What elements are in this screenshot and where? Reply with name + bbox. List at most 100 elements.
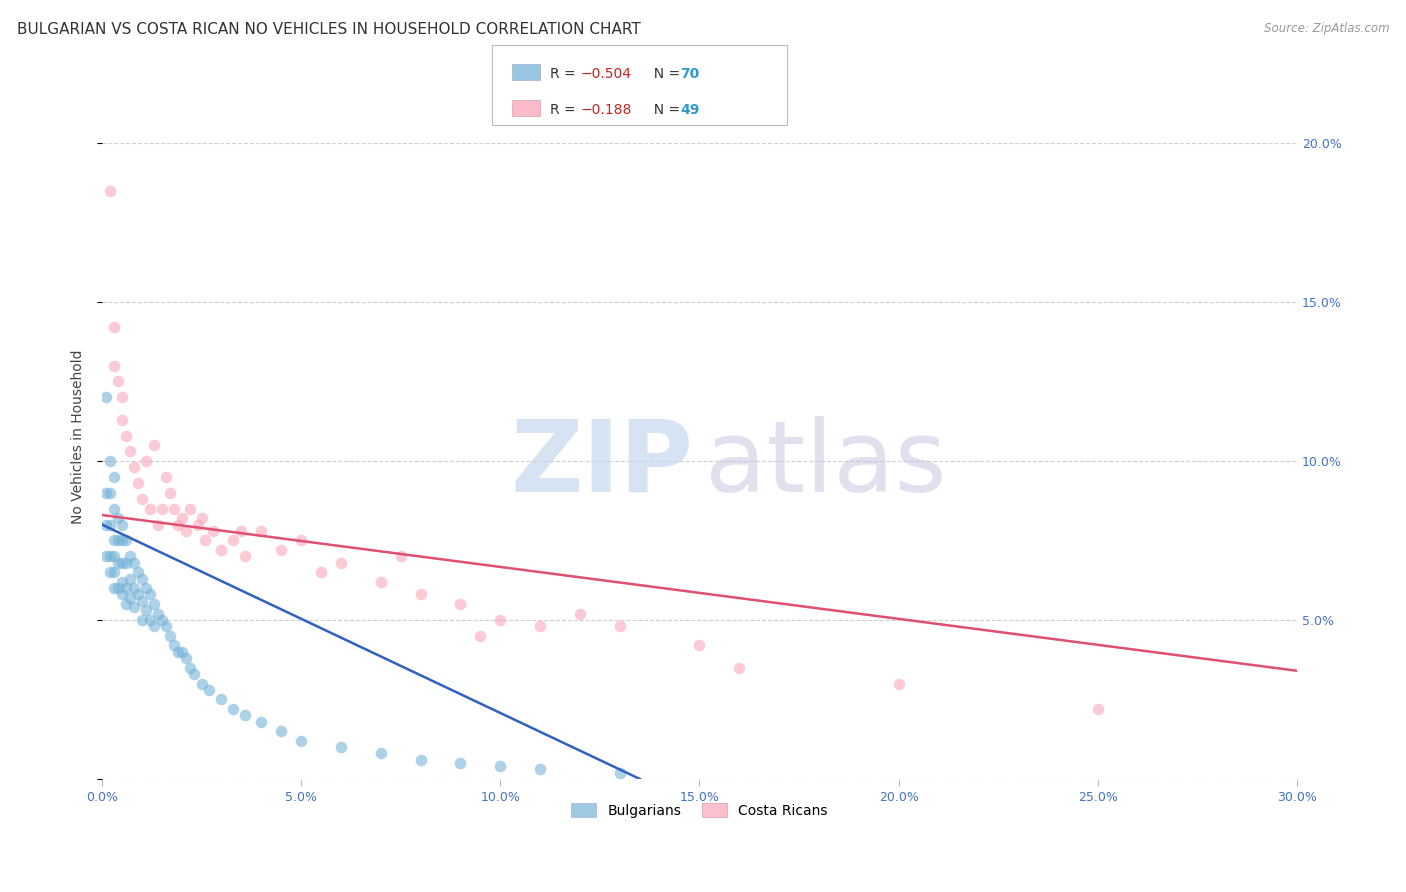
Point <box>202 524 225 538</box>
Point <box>609 765 631 780</box>
Point <box>118 549 141 564</box>
Point <box>131 594 153 608</box>
Point <box>233 549 256 564</box>
Point <box>370 574 392 589</box>
Point <box>270 543 292 558</box>
Point <box>111 390 134 404</box>
Point <box>489 759 512 773</box>
Point <box>98 517 121 532</box>
Point <box>138 501 160 516</box>
Point <box>94 390 117 404</box>
Point <box>98 549 121 564</box>
Point <box>162 501 184 516</box>
Point <box>131 492 153 507</box>
Point <box>111 533 134 548</box>
Point <box>190 511 212 525</box>
Point <box>138 587 160 601</box>
Point <box>728 660 751 674</box>
Point <box>98 566 121 580</box>
Point <box>231 524 253 538</box>
Point <box>166 645 188 659</box>
Point <box>94 485 117 500</box>
Point <box>122 556 145 570</box>
Point <box>370 747 392 761</box>
Text: −0.504: −0.504 <box>581 67 631 81</box>
Point <box>111 412 134 426</box>
Point <box>103 549 125 564</box>
Point <box>146 517 169 532</box>
Point <box>389 549 412 564</box>
Text: BULGARIAN VS COSTA RICAN NO VEHICLES IN HOUSEHOLD CORRELATION CHART: BULGARIAN VS COSTA RICAN NO VEHICLES IN … <box>17 22 641 37</box>
Point <box>142 619 165 633</box>
Point <box>179 501 201 516</box>
Point <box>887 676 910 690</box>
Point <box>118 591 141 605</box>
Point <box>107 511 129 525</box>
Point <box>122 581 145 595</box>
Point <box>142 438 165 452</box>
Point <box>94 549 117 564</box>
Point <box>209 692 232 706</box>
Point <box>170 645 193 659</box>
Point <box>118 572 141 586</box>
Point <box>150 613 173 627</box>
Point <box>103 359 125 373</box>
Point <box>449 597 471 611</box>
Point <box>103 581 125 595</box>
Point <box>449 756 471 770</box>
Point <box>122 600 145 615</box>
Point <box>114 556 136 570</box>
Point <box>233 708 256 723</box>
Point <box>111 556 134 570</box>
Text: N =: N = <box>645 103 685 117</box>
Point <box>155 470 177 484</box>
Point <box>329 556 352 570</box>
Point <box>529 619 551 633</box>
Point <box>114 581 136 595</box>
Text: R =: R = <box>550 67 579 81</box>
Point <box>166 517 188 532</box>
Point <box>290 533 312 548</box>
Point <box>186 517 208 532</box>
Point <box>135 603 157 617</box>
Y-axis label: No Vehicles in Household: No Vehicles in Household <box>72 350 86 524</box>
Point <box>98 454 121 468</box>
Point <box>127 476 149 491</box>
Point <box>162 639 184 653</box>
Point <box>329 740 352 755</box>
Point <box>150 501 173 516</box>
Point <box>250 524 273 538</box>
Point <box>1087 702 1109 716</box>
Point <box>107 581 129 595</box>
Point <box>489 613 512 627</box>
Point <box>103 320 125 334</box>
Point <box>103 533 125 548</box>
Point <box>309 566 332 580</box>
Text: ZIP: ZIP <box>510 416 693 513</box>
Text: Source: ZipAtlas.com: Source: ZipAtlas.com <box>1264 22 1389 36</box>
Point <box>111 587 134 601</box>
Point <box>122 460 145 475</box>
Point <box>198 682 221 697</box>
Legend: Bulgarians, Costa Ricans: Bulgarians, Costa Ricans <box>565 797 834 823</box>
Text: N =: N = <box>645 67 685 81</box>
Point <box>183 667 205 681</box>
Point <box>155 619 177 633</box>
Point <box>131 613 153 627</box>
Point <box>174 651 197 665</box>
Point <box>688 639 710 653</box>
Point <box>159 629 181 643</box>
Point <box>135 454 157 468</box>
Point <box>470 629 492 643</box>
Point <box>107 533 129 548</box>
Point <box>131 572 153 586</box>
Point <box>270 724 292 739</box>
Point <box>209 543 232 558</box>
Point <box>127 566 149 580</box>
Point <box>114 597 136 611</box>
Point <box>194 533 217 548</box>
Text: R =: R = <box>550 103 583 117</box>
Point <box>98 184 121 198</box>
Point <box>146 607 169 621</box>
Point <box>111 517 134 532</box>
